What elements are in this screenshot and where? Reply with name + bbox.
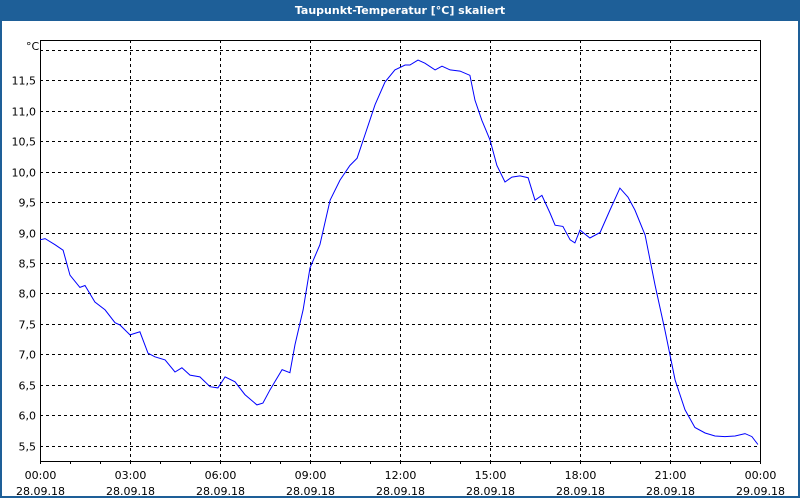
y-tick-label: 6,5 [19,380,37,393]
y-tick-label: 9,0 [19,228,37,241]
x-tick-time: 18:00 [565,469,597,482]
window-title: Taupunkt-Temperatur [°C] skaliert [0,0,800,21]
x-tick-date: 28.09.18 [376,485,425,498]
y-tick-label: 7,0 [19,349,37,362]
y-tick-label: 5,5 [19,441,37,454]
y-tick-label: 7,5 [19,319,37,332]
x-tick-date: 28.09.18 [196,485,245,498]
x-tick-date: 28.09.18 [646,485,695,498]
y-tick-label: 11,0 [12,106,37,119]
y-tick-label: 8,0 [19,288,37,301]
x-tick-time: 12:00 [385,469,417,482]
y-tick-label: 10,0 [12,167,37,180]
x-tick-time: 15:00 [475,469,507,482]
x-tick-date: 28.09.18 [106,485,155,498]
x-tick-time: 00:00 [25,469,57,482]
x-tick-time: 03:00 [115,469,147,482]
x-tick-date: 29.09.18 [736,485,785,498]
y-tick-label: 9,5 [19,197,37,210]
y-axis-unit-label: °C [26,40,40,53]
y-tick-label: 8,5 [19,258,37,271]
x-tick-date: 28.09.18 [556,485,605,498]
y-tick-label: 6,0 [19,410,37,423]
x-tick-date: 28.09.18 [286,485,335,498]
y-tick-label: 11,5 [12,75,37,88]
x-tick-time: 09:00 [295,469,327,482]
x-tick-time: 21:00 [655,469,687,482]
x-tick-date: 28.09.18 [466,485,515,498]
x-tick-time: 06:00 [205,469,237,482]
x-tick-date: 28.09.18 [16,485,65,498]
series-line [39,59,759,445]
y-tick-label: 10,5 [12,136,37,149]
x-tick-time: 00:00 [745,469,777,482]
